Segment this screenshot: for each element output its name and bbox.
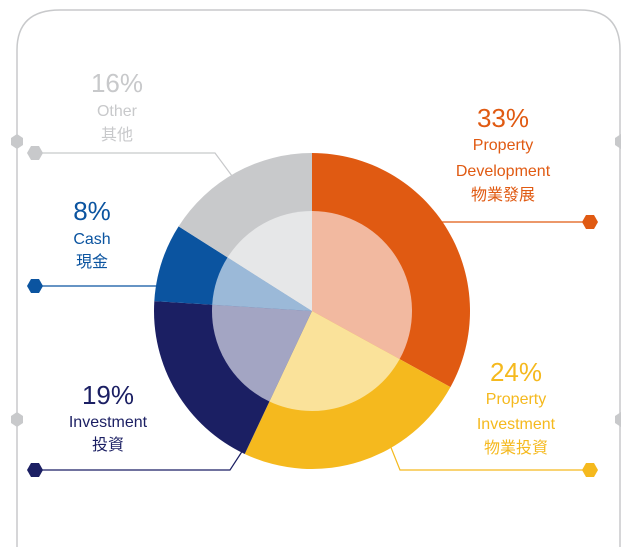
category-label: 投資 — [92, 436, 124, 454]
leader-node — [27, 146, 43, 160]
frame-node — [615, 412, 621, 427]
frame — [16, 9, 621, 547]
leader-node — [27, 279, 43, 293]
category-label: 其他 — [101, 126, 133, 144]
category-label: Investment — [69, 414, 148, 431]
category-label: Property — [486, 391, 546, 408]
value-label: 24% — [490, 357, 542, 387]
leader-node — [582, 215, 598, 229]
value-label: 33% — [477, 103, 529, 133]
category-label: Cash — [73, 231, 110, 248]
category-label: 物業發展 — [471, 186, 535, 204]
pie-inner-slice — [212, 257, 312, 311]
leader-line — [387, 439, 590, 471]
category-label: 現金 — [76, 253, 108, 271]
leader-node — [27, 463, 43, 477]
pie-inner-slice — [227, 211, 312, 311]
pie-inner-slice — [212, 304, 312, 402]
value-label: 19% — [82, 380, 134, 410]
pie-inner-slice — [312, 211, 412, 360]
category-label: Investment — [477, 416, 556, 433]
category-label: 物業投資 — [484, 439, 548, 457]
value-label: 16% — [91, 68, 143, 98]
category-label: Other — [97, 103, 138, 120]
frame-node — [11, 412, 23, 427]
leader-line — [35, 152, 236, 181]
frame-node — [615, 134, 621, 149]
category-label: Development — [456, 163, 551, 180]
category-label: Property — [473, 137, 533, 154]
pie-inner-slice — [269, 311, 400, 411]
value-label: 8% — [73, 196, 111, 226]
leader-line — [35, 449, 244, 471]
leader-node — [582, 463, 598, 477]
frame-node — [11, 134, 23, 149]
